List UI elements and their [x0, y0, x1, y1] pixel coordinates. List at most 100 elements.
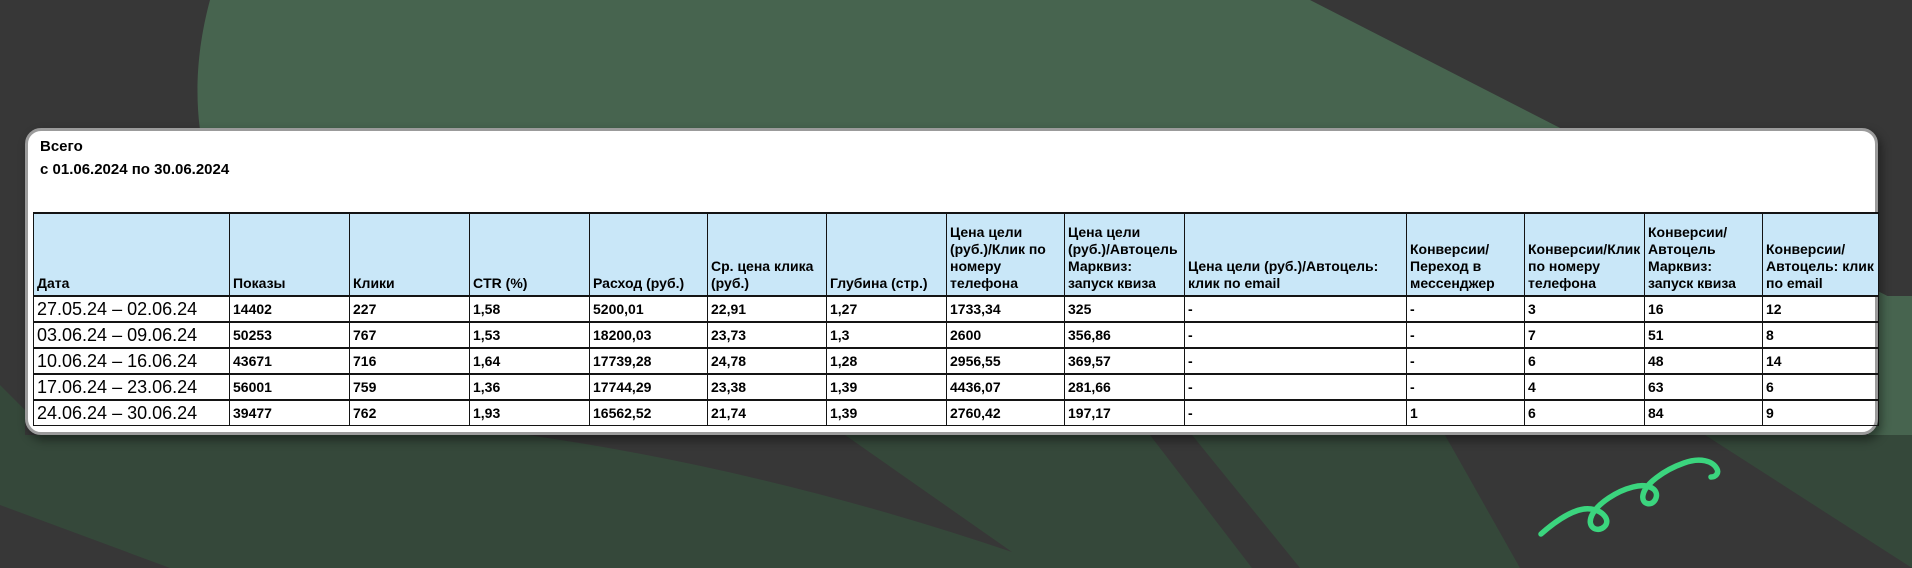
column-header-depth: Глубина (стр.) — [826, 212, 947, 297]
table-cell: 3 — [1524, 295, 1645, 323]
table-row: 17.06.24 – 23.06.24 56001 759 1,36 17744… — [33, 373, 1879, 401]
column-header-ctr: CTR (%) — [469, 212, 590, 297]
table-cell: - — [1184, 347, 1407, 375]
dark-band-bottom-right — [1445, 435, 1912, 568]
column-header-date: Дата — [33, 212, 230, 297]
table-row: 27.05.24 – 02.06.24 14402 227 1,58 5200,… — [33, 295, 1879, 323]
table-cell: 8 — [1762, 321, 1879, 349]
table-cell: 1,27 — [826, 295, 947, 323]
table-cell: - — [1184, 321, 1407, 349]
table-cell: 17.06.24 – 23.06.24 — [33, 373, 230, 401]
table-cell: 84 — [1644, 399, 1763, 426]
table-cell: 51 — [1644, 321, 1763, 349]
table-cell: 48 — [1644, 347, 1763, 375]
table-cell: 7 — [1524, 321, 1645, 349]
table-cell: 6 — [1524, 399, 1645, 426]
table-cell: 325 — [1064, 295, 1185, 323]
column-header-avg-cpc: Ср. цена клика (руб.) — [707, 212, 827, 297]
table-cell: 1,3 — [826, 321, 947, 349]
table-cell: 1,64 — [469, 347, 590, 375]
table-cell: 197,17 — [1064, 399, 1185, 426]
table-cell: 63 — [1644, 373, 1763, 401]
table-cell: 27.05.24 – 02.06.24 — [33, 295, 230, 323]
table-cell: - — [1406, 347, 1525, 375]
table-cell: 1,93 — [469, 399, 590, 426]
table-cell: 5200,01 — [589, 295, 708, 323]
table-cell: 14 — [1762, 347, 1879, 375]
squiggle-doodle-icon — [1538, 457, 1721, 537]
report-period-label: с 01.06.2024 по 30.06.2024 — [40, 161, 230, 178]
table-cell: 16562,52 — [589, 399, 708, 426]
table-cell: 1733,34 — [946, 295, 1065, 323]
table-cell: 17744,29 — [589, 373, 708, 401]
table-cell: 4436,07 — [946, 373, 1065, 401]
table-cell: - — [1184, 399, 1407, 426]
leaf-shape-left — [0, 385, 25, 440]
report-table: Дата Показы Клики CTR (%) Расход (руб.) … — [33, 212, 1879, 426]
table-cell: 24,78 — [707, 347, 827, 375]
table-cell: - — [1406, 295, 1525, 323]
table-cell: 17739,28 — [589, 347, 708, 375]
column-header-impressions: Показы — [229, 212, 350, 297]
table-cell: 762 — [349, 399, 470, 426]
table-cell: 716 — [349, 347, 470, 375]
table-cell: 2760,42 — [946, 399, 1065, 426]
table-cell: 6 — [1762, 373, 1879, 401]
table-cell: 227 — [349, 295, 470, 323]
table-cell: 1,39 — [826, 373, 947, 401]
table-cell: 1,39 — [826, 399, 947, 426]
table-cell: 1 — [1406, 399, 1525, 426]
table-cell: 43671 — [229, 347, 350, 375]
table-cell: 6 — [1524, 347, 1645, 375]
report-panel: Всего с 01.06.2024 по 30.06.2024 Дата По… — [25, 128, 1879, 435]
table-header-row: Дата Показы Клики CTR (%) Расход (руб.) … — [33, 212, 1879, 297]
dark-wedge-bottom-left — [0, 505, 170, 568]
table-cell: 24.06.24 – 30.06.24 — [33, 399, 230, 426]
column-header-goal-cost-phone: Цена цели (руб.)/Клик по номеру телефона — [946, 212, 1065, 297]
table-cell: 21,74 — [707, 399, 827, 426]
table-cell: 22,91 — [707, 295, 827, 323]
table-cell: 759 — [349, 373, 470, 401]
dark-sliver — [1150, 435, 1300, 568]
table-cell: 2600 — [946, 321, 1065, 349]
table-cell: - — [1184, 373, 1407, 401]
table-cell: 1,36 — [469, 373, 590, 401]
table-cell: - — [1406, 321, 1525, 349]
table-row: 24.06.24 – 30.06.24 39477 762 1,93 16562… — [33, 399, 1879, 426]
table-cell: 356,86 — [1064, 321, 1185, 349]
column-header-spend: Расход (руб.) — [589, 212, 708, 297]
table-row: 03.06.24 – 09.06.24 50253 767 1,53 18200… — [33, 321, 1879, 349]
column-header-conv-email: Конверсии/Автоцель: клик по email — [1762, 212, 1879, 297]
table-cell: 23,38 — [707, 373, 827, 401]
table-cell: 369,57 — [1064, 347, 1185, 375]
table-cell: 23,73 — [707, 321, 827, 349]
column-header-clicks: Клики — [349, 212, 470, 297]
table-cell: 50253 — [229, 321, 350, 349]
table-cell: - — [1406, 373, 1525, 401]
table-cell: 281,66 — [1064, 373, 1185, 401]
column-header-conv-quiz: Конверсии/Автоцель Марквиз: запуск квиза — [1644, 212, 1763, 297]
column-header-conv-phone: Конверсии/Клик по номеру телефона — [1524, 212, 1645, 297]
table-cell: 16 — [1644, 295, 1763, 323]
table-cell: 9 — [1762, 399, 1879, 426]
column-header-goal-cost-quiz: Цена цели (руб.)/Автоцель Марквиз: запус… — [1064, 212, 1185, 297]
table-cell: 4 — [1524, 373, 1645, 401]
report-total-label: Всего — [40, 138, 83, 155]
table-cell: 56001 — [229, 373, 350, 401]
column-header-conv-messenger: Конверсии/Переход в мессенджер — [1406, 212, 1525, 297]
table-cell: 1,53 — [469, 321, 590, 349]
table-cell: 14402 — [229, 295, 350, 323]
table-cell: 03.06.24 – 09.06.24 — [33, 321, 230, 349]
table-cell: 12 — [1762, 295, 1879, 323]
table-cell: - — [1184, 295, 1407, 323]
table-cell: 767 — [349, 321, 470, 349]
table-cell: 18200,03 — [589, 321, 708, 349]
table-row: 10.06.24 – 16.06.24 43671 716 1,64 17739… — [33, 347, 1879, 375]
table-cell: 1,28 — [826, 347, 947, 375]
column-header-goal-cost-email: Цена цели (руб.)/Автоцель: клик по email — [1184, 212, 1407, 297]
table-cell: 1,58 — [469, 295, 590, 323]
dark-wedge-center — [528, 435, 1012, 552]
table-cell: 10.06.24 – 16.06.24 — [33, 347, 230, 375]
table-cell: 39477 — [229, 399, 350, 426]
table-cell: 2956,55 — [946, 347, 1065, 375]
